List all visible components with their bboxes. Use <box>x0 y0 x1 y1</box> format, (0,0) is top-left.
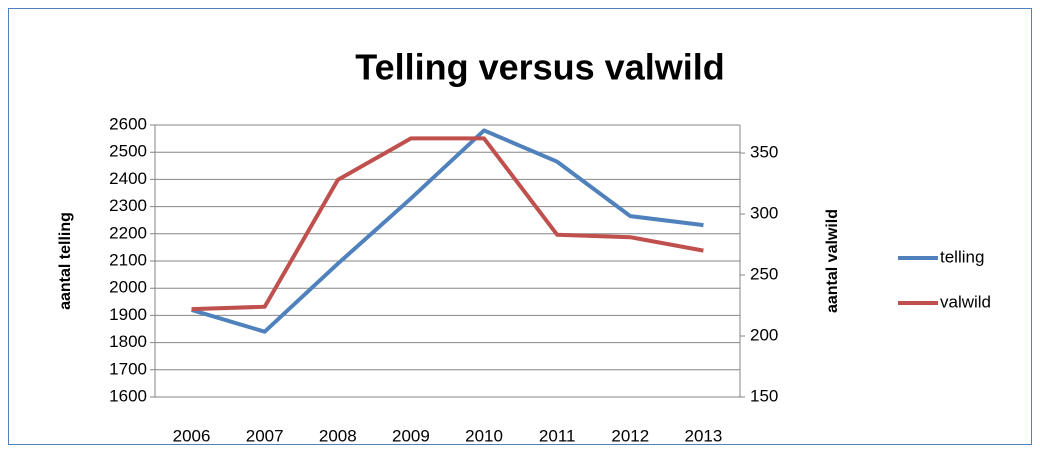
y-tick-label: 2100 <box>109 250 147 269</box>
y-tick-label: 2600 <box>109 114 147 133</box>
x-tick-label: 2011 <box>539 426 576 445</box>
x-tick-label: 2013 <box>685 426 723 445</box>
x-tick-label: 2012 <box>611 426 649 445</box>
y2-tick-label: 300 <box>750 204 778 223</box>
y-tick-label: 1900 <box>109 305 147 324</box>
y-tick-label: 2300 <box>109 196 147 215</box>
x-tick-label: 2009 <box>392 426 430 445</box>
x-tick-label: 2006 <box>173 426 211 445</box>
y2-tick-label: 350 <box>750 143 778 162</box>
y-axis-title: aantal telling <box>57 212 74 310</box>
y2-tick-label: 150 <box>750 386 778 405</box>
y-tick-label: 2500 <box>109 142 147 161</box>
x-tick-label: 2010 <box>465 426 503 445</box>
y-tick-label: 2200 <box>109 223 147 242</box>
x-tick-label: 2008 <box>319 426 357 445</box>
y-tick-label: 2000 <box>109 278 147 297</box>
legend-label: valwild <box>940 292 991 311</box>
x-tick-label: 2007 <box>246 426 284 445</box>
legend-label: telling <box>940 247 984 266</box>
y-tick-label: 2400 <box>109 169 147 188</box>
chart-border <box>8 8 1032 445</box>
y-tick-label: 1600 <box>109 386 147 405</box>
y-tick-label: 1800 <box>109 332 147 351</box>
y2-tick-label: 250 <box>750 265 778 284</box>
series-line <box>190 128 704 334</box>
y2-tick-label: 200 <box>750 325 778 344</box>
y2-axis-title: aantal valwild <box>824 209 841 313</box>
y-tick-label: 1700 <box>109 359 147 378</box>
chart-title: Telling versus valwild <box>355 47 724 88</box>
series-line <box>191 136 704 312</box>
